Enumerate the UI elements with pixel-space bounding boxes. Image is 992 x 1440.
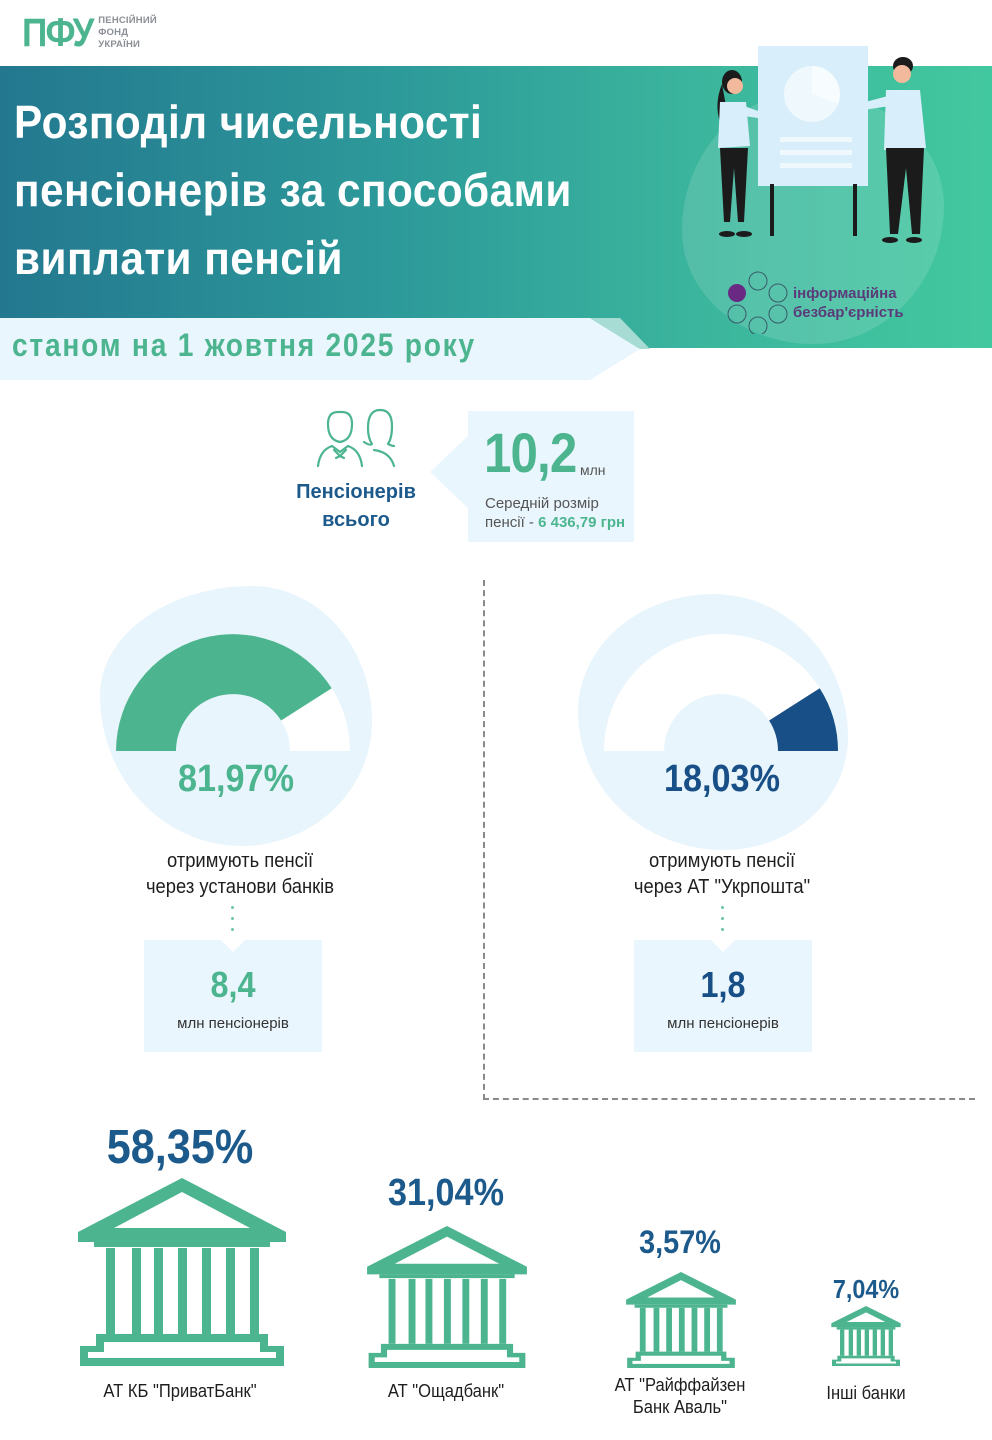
bank-name: АТ "Райффайзен Банк Аваль" [588,1374,772,1418]
ukrposhta-count-box [634,940,812,1052]
total-callout-box [468,411,634,542]
pfu-logo: ПФУ ПЕНСІЙНИЙ ФОНД УКРАЇНИ [22,10,157,56]
total-pensioners-value: 10,2 [484,421,577,484]
banks-percent: 81,97% [177,758,294,800]
banks-count-value: 8,4 [210,964,256,1005]
callout-arrow [430,434,470,510]
bank-name: Інші банки [792,1382,939,1404]
subtitle-date: станом на 1 жовтня 2025 року [12,327,476,363]
title-line: виплати пенсій [14,232,343,284]
banks-count-unit: млн пенсіонерів [177,1015,289,1032]
avg-label: Середній розмір [485,495,599,512]
total-pensioners-label: Пенсіонерів всього [286,478,426,534]
inclusion-logo-text: інформаційна безбар'єрність [793,284,904,322]
bank-name-line: Інші банки [826,1383,906,1403]
ukrposhta-share-gauge [604,634,838,751]
logo-line: ФОНД [98,27,129,38]
bank-name-line: АТ "Райффайзен [614,1375,746,1395]
logo-text: ПЕНСІЙНИЙ ФОНД УКРАЇНИ [98,15,157,51]
average-pension: Середній розмір пенсії - 6 436,79 грн [485,494,625,532]
inclusion-circles-icon [727,271,788,334]
avg-label: пенсії - [485,514,539,531]
dotted-connector [231,906,235,939]
bank-percent: 3,57% [639,1224,721,1260]
bank-percent: 7,04% [832,1274,900,1304]
label-line: Пенсіонерів [296,481,416,503]
subtitle-ribbon [0,318,640,380]
bank-name: АТ "Ощадбанк" [336,1380,557,1402]
ukrposhta-count-value: 1,8 [700,964,746,1005]
avg-pension-value: 6 436,79 грн [538,514,626,531]
label-line: всього [322,509,390,531]
desc-line: через установи банків [145,876,335,898]
bank-name-line: АТ КБ "ПриватБанк" [103,1381,257,1401]
bank-name-line: Банк Аваль" [632,1397,728,1417]
bank-percent: 58,35% [106,1121,254,1174]
inclusion-line: безбар'єрність [793,304,904,321]
logo-line: ПЕНСІЙНИЙ [98,15,157,26]
bank-building-icon [367,1226,527,1368]
bank-percent: 31,04% [387,1172,504,1214]
inclusion-line: інформаційна [793,285,897,302]
ukrposhta-count-unit: млн пенсіонерів [667,1015,779,1032]
bank-name: АТ КБ "ПриватБанк" [70,1380,291,1402]
logo-mark: ПФУ [22,11,94,55]
dashed-divider-vertical [483,580,485,1100]
title-line: Розподіл чисельності [14,96,483,148]
total-unit: млн [580,462,606,478]
page-title: Розподіл чисельності пенсіонерів за спос… [14,88,621,292]
bank-building-icon [831,1306,901,1366]
desc-line: через АТ "Укрпошта" [633,876,811,898]
pensioners-people-icon [316,408,396,468]
presentation-illustration-icon [717,46,926,243]
bank-building-icon [78,1178,286,1366]
ukrposhta-percent: 18,03% [663,758,780,800]
logo-line: УКРАЇНИ [98,39,141,50]
banks-count-box [144,940,322,1052]
desc-line: отримують пенсії [648,850,796,872]
bank-building-icon [626,1272,736,1368]
bank-name-line: АТ "Ощадбанк" [387,1381,505,1401]
dotted-connector [721,906,725,939]
ukrposhta-description: отримують пенсії через АТ "Укрпошта" [601,848,844,900]
banks-share-gauge [116,634,350,751]
desc-line: отримують пенсії [166,850,314,872]
dashed-divider-horizontal [483,1098,975,1100]
banks-description: отримують пенсії через установи банків [120,848,359,900]
title-line: пенсіонерів за способами [14,164,572,216]
